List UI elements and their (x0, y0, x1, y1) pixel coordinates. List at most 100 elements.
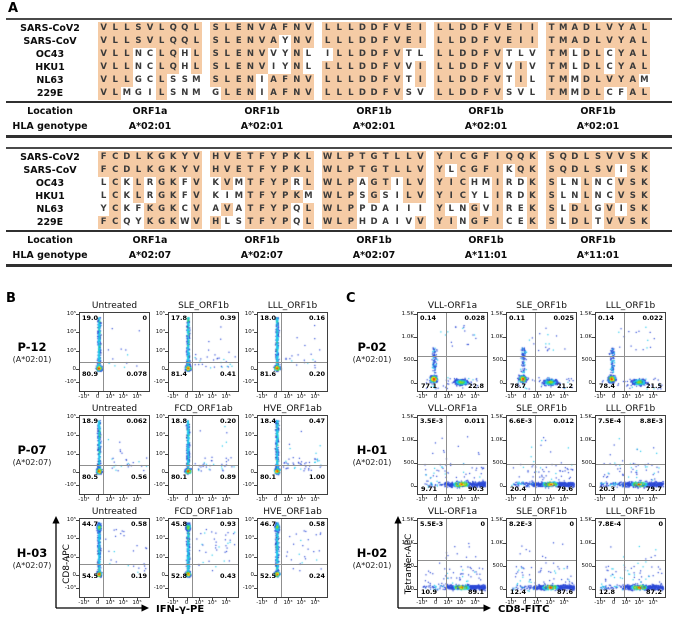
residue: I (326, 49, 330, 59)
x-tick-label: -10³ (167, 600, 179, 606)
flow-plot-LLL_ORF1b: LLL_ORF1b 1.5K 1.0K 500 0 7.8E-4 0 12.8 87.2 -10³… (578, 506, 666, 609)
x-axis-ticks: -10³ 0 10³ 10⁴ 10⁵ (167, 598, 239, 609)
residue: L (221, 35, 234, 48)
residue: L (333, 151, 346, 164)
residue: L (345, 74, 357, 87)
residue: S (545, 203, 558, 216)
residue: F (480, 22, 492, 35)
x-tick-mark (435, 598, 437, 601)
residue: N (134, 62, 142, 72)
sample-label: P-12 (A*02:01) (2, 306, 62, 398)
y-tick-mark (165, 538, 168, 540)
y-tick-label: 10³ (66, 554, 76, 560)
residue: V (221, 203, 234, 216)
y-tick-mark (503, 485, 506, 487)
x-axis-ticks: -10³ 0 10³ 10⁴ 10⁵ (78, 598, 150, 609)
residue: K (526, 203, 539, 216)
y-axis-ticks: 1.5K 1.0K 500 0 (578, 414, 595, 495)
y-tick-label: 500 (492, 357, 504, 364)
x-tick-label: 10³ (621, 600, 631, 606)
y-axis-ticks: 1.5K 1.0K 500 0 (489, 517, 506, 598)
residue: D (517, 191, 525, 201)
x-tick-mark (461, 598, 463, 601)
quadrant-ll-value: 78.4 (599, 382, 616, 390)
y-tick-label: 0 (588, 379, 593, 386)
residue: V (482, 204, 490, 214)
residue: P (345, 216, 357, 229)
y-tick-mark (165, 368, 168, 370)
residue: P (279, 190, 291, 203)
y-tick-mark (254, 471, 257, 473)
residue: V (391, 74, 403, 87)
residue: D (569, 151, 581, 164)
residue: L (448, 204, 454, 214)
residue: L (132, 190, 145, 203)
y-tick-label: 10³ (66, 348, 76, 354)
residue: L (333, 87, 346, 100)
x-tick-mark (524, 392, 526, 395)
residue: P (345, 190, 357, 203)
residue: W (321, 203, 334, 216)
y-tick-mark (414, 588, 417, 590)
x-axis-ticks: -10³ 0 10³ 10⁴ 10⁵ (167, 392, 239, 403)
residue: D (517, 178, 525, 188)
x-tick-mark (301, 392, 303, 395)
x-tick-label: 10⁴ (634, 497, 644, 503)
residue: K (123, 191, 131, 201)
x-tick-label: 10⁵ (470, 497, 480, 503)
x-tick-label: 0 (611, 600, 616, 606)
y-tick-label: 10⁵ (155, 310, 165, 317)
residue: L (433, 35, 446, 48)
plot-title: Untreated (91, 301, 138, 311)
residue: L (529, 88, 536, 98)
residue: Y (433, 216, 446, 229)
quadrant-ul-value: 0.14 (420, 314, 437, 322)
quadrant-ur-value: 0 (142, 314, 147, 322)
x-tick-mark (550, 495, 552, 498)
panel-b-axis-arrows: CD8-APC IFN-γ-PE (52, 516, 204, 615)
residue: D (356, 35, 369, 48)
x-tick-mark (261, 392, 263, 395)
residue: L (333, 35, 346, 48)
residue: G (155, 190, 168, 203)
y-axis-ticks: 10⁵ 10⁴ 10³ 0 -10³ (240, 414, 257, 495)
residue: M (481, 178, 491, 188)
y-tick-mark (503, 439, 506, 441)
residue: L (109, 48, 122, 61)
residue: S (209, 35, 222, 48)
vertical-gate-line (623, 416, 625, 494)
residue: N (244, 48, 257, 61)
residue: L (221, 22, 234, 35)
y-tick-mark (76, 435, 79, 437)
residue: P (359, 204, 366, 214)
residue: L (445, 48, 458, 61)
location-value: ORF1b (468, 106, 504, 117)
residue: V (603, 22, 616, 35)
residue: L (155, 35, 168, 48)
y-tick-label: -10³ (242, 482, 254, 489)
quadrant-lr-value: 22.8 (467, 382, 484, 390)
residue: V (391, 87, 403, 100)
flow-plot-VLL-ORF1a: VLL-ORF1a 1.5K 1.0K 500 0 3.5E-3 0.011 9.71 90.3… (400, 403, 488, 506)
residue: V (190, 216, 203, 229)
alignment-row: OC43 V L L N C L Q H L S L E N V V Y N L I L L D D F V T L L L D D F V T L V… (6, 48, 672, 61)
residue: S (545, 177, 558, 190)
residue: L (572, 49, 578, 59)
plot-title: SLE_ORF1b (516, 507, 567, 517)
x-tick-mark (186, 495, 188, 498)
virus-name: HKU1 (35, 62, 65, 73)
residue: C (457, 164, 469, 177)
residue: L (333, 177, 346, 190)
alignment-row: HKU1 L C K L R G K F V K I M T F Y P K M W L P S G S I L V Y I C Y L I R D K… (6, 190, 672, 203)
plot-title: HVE_ORF1ab (263, 404, 322, 414)
quadrant-ll-value: 78.7 (510, 382, 527, 390)
residue: E (233, 35, 245, 48)
x-axis-ticks: -10³ 0 10³ 10⁴ 10⁵ (78, 495, 150, 506)
residue: G (212, 88, 220, 98)
x-tick-mark (613, 598, 615, 601)
y-tick-mark (76, 382, 79, 384)
